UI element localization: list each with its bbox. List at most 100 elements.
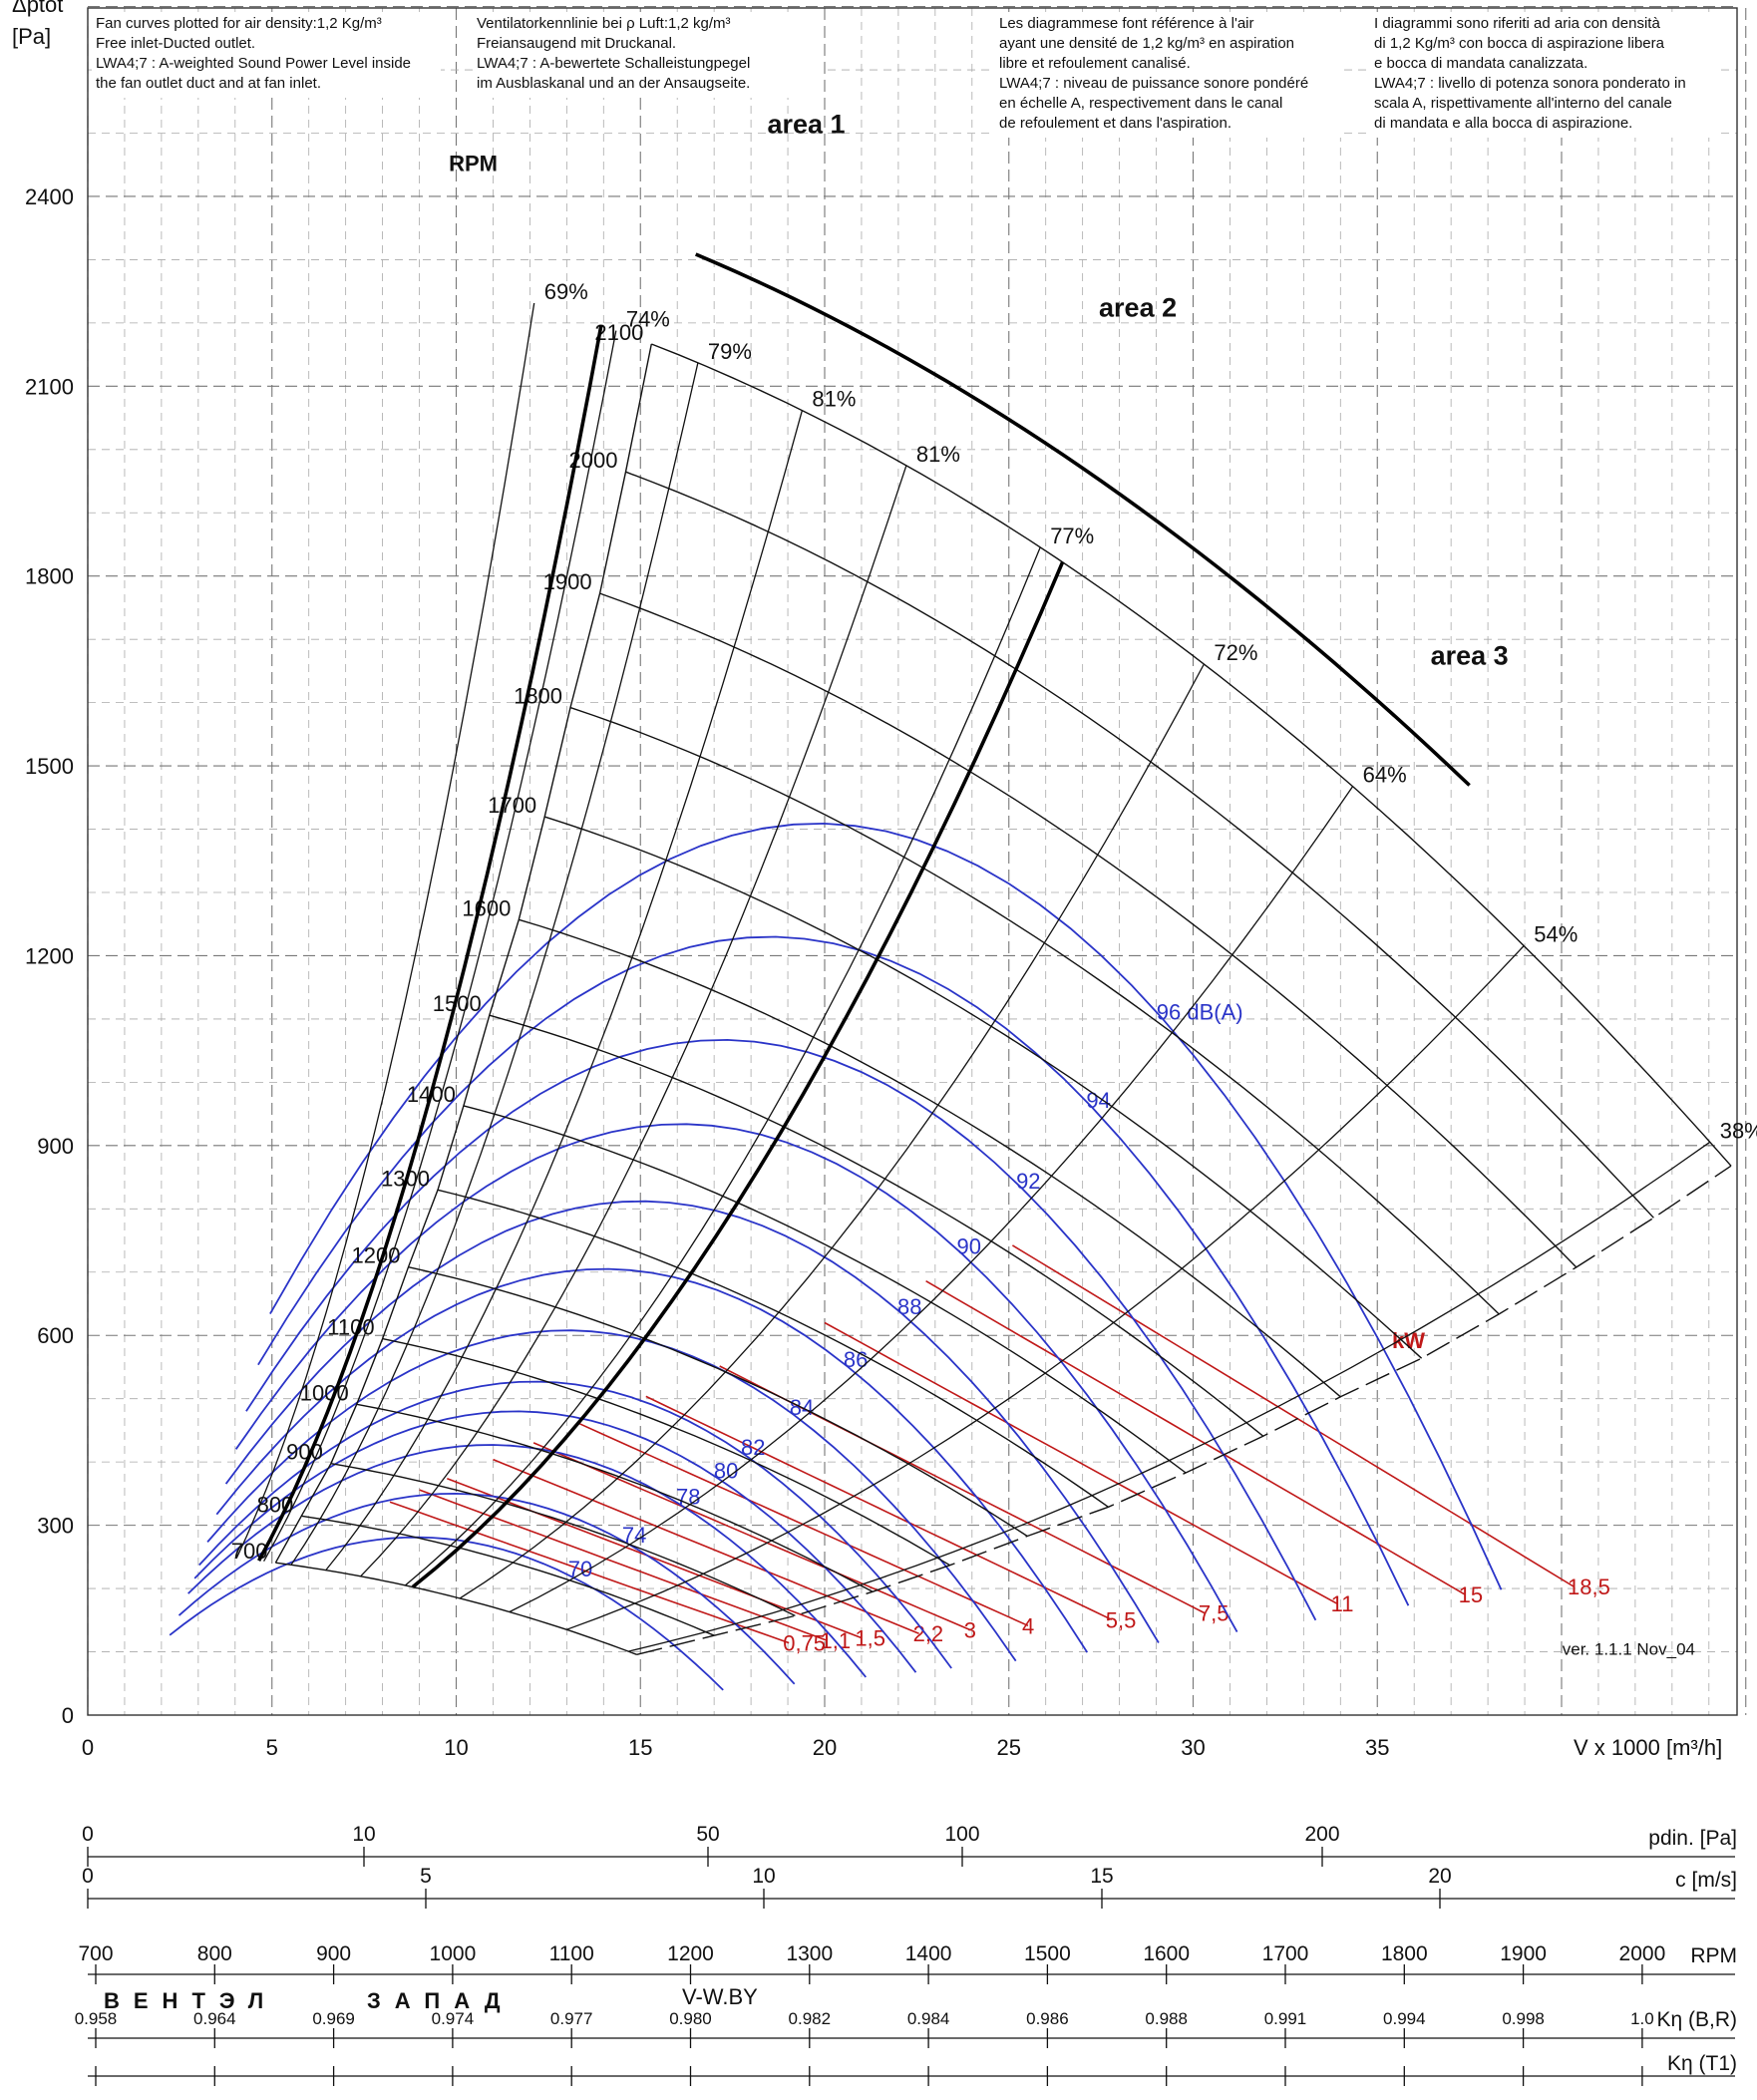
y-tick-label: 2100 (25, 374, 74, 399)
power-line: 18,5 (1011, 1244, 1610, 1599)
aux-scale-tick-label: 10 (752, 1865, 775, 1888)
aux-scale-tick-label: 5 (420, 1865, 432, 1888)
sound-curve-path (187, 1444, 867, 1678)
rpm-curve-path (301, 1515, 715, 1636)
efficiency-line: 81% (325, 387, 856, 1572)
aux-scale-tick-label: 0 (82, 1865, 94, 1888)
rpm-curves-group: RPM7008009001000110012001300140015001600… (231, 152, 1732, 1655)
area-label: area 2 (1099, 293, 1177, 323)
envelope-left (274, 343, 652, 1564)
y-tick-label: 300 (37, 1514, 74, 1539)
aux-scale-tick-label: 0.980 (669, 2009, 712, 2028)
rpm-curve-label: 1600 (462, 895, 511, 920)
plot-frame (87, 7, 1738, 1716)
sound-curve: 92 (245, 1038, 1317, 1621)
note-bg (1370, 12, 1721, 138)
efficiency-line-label: 54% (1534, 922, 1578, 947)
efficiency-line-path (263, 330, 617, 1563)
aux-scale: 700 800 900 1000 1100 1200 1300 1400 1500 1600 170… (78, 1942, 1737, 1984)
rpm-curve-path (463, 1105, 1187, 1474)
note-line: im Ausblaskanal und an der Ansaugseite. (477, 75, 750, 92)
note-line: LWA4;7 : niveau de puissance sonore pond… (999, 75, 1308, 92)
sound-curve-path (169, 1536, 724, 1691)
rpm-curve-path (519, 918, 1341, 1398)
watermark-cyrillic-2: ЗАПАД (367, 1988, 515, 2013)
rpm-curve: 2100 (594, 320, 1732, 1167)
aux-scale: 0 5 10 15 20 c [m/s] (82, 1865, 1737, 1909)
sound-curve-label: 80 (714, 1458, 738, 1483)
efficiency-line-path (509, 786, 1354, 1613)
aux-scale-tick-label: 0.991 (1264, 2009, 1307, 2028)
grid-group (87, 6, 1747, 1716)
rpm-curve: 2000 (569, 448, 1654, 1219)
power-line-path (493, 1458, 919, 1634)
aux-scale-tick-label: 1100 (549, 1942, 594, 1965)
efficiency-line-label: 64% (1363, 763, 1407, 788)
rpm-curve-path (651, 343, 1732, 1167)
sound-curve-path (206, 1329, 1017, 1662)
power-line-path (389, 1501, 790, 1644)
sound-curve-path (224, 1200, 1160, 1643)
y-tick-label: 900 (37, 1134, 74, 1159)
aux-scale-label: pdin. [Pa] (1648, 1827, 1737, 1850)
aux-scale-tick-label: 800 (197, 1942, 232, 1965)
x-tick-label: 0 (82, 1735, 94, 1760)
note-line: ayant une densité de 1,2 kg/m³ en aspira… (999, 35, 1294, 52)
power-line: 4 (578, 1423, 1034, 1638)
rpm-title: RPM (449, 152, 498, 176)
sound-curve-label: 82 (741, 1435, 765, 1460)
efficiency-line-label: 74% (626, 307, 670, 332)
aux-scale-tick-label: 1700 (1262, 1942, 1309, 1965)
rpm-curve-path (408, 1266, 1028, 1538)
power-line-path (645, 1395, 1113, 1621)
note-block: Les diagrammese font référence à l'air ay… (995, 12, 1344, 138)
rpm-curve-path (489, 1014, 1264, 1437)
envelope-right (636, 1165, 1732, 1655)
power-line: 5,5 (645, 1395, 1137, 1632)
version-label: ver. 1.1.1 Nov_04 (1563, 1640, 1695, 1659)
y-tick-label: 1800 (25, 564, 74, 589)
power-line: 15 (925, 1280, 1483, 1607)
aux-scale-tick-label: 1500 (1024, 1942, 1071, 1965)
efficiency-line: 79% (290, 339, 752, 1566)
power-line-label: 5,5 (1106, 1607, 1137, 1632)
aux-scale-tick-label: 0.998 (1502, 2009, 1545, 2028)
power-line-path (578, 1423, 1029, 1627)
power-line-label: 0,75 (783, 1631, 826, 1656)
power-line-label: 4 (1022, 1613, 1034, 1638)
efficiency-line: 54% (565, 922, 1578, 1630)
efficiency-line: 69% (235, 279, 588, 1559)
x-tick-label: 20 (813, 1735, 837, 1760)
power-line-label: 2,2 (913, 1621, 944, 1646)
note-line: LWA4;7 : A-weighted Sound Power Level in… (96, 55, 411, 72)
aux-scale-tick-label: 0.958 (75, 2009, 118, 2028)
sound-curve-path (234, 1123, 1238, 1633)
aux-scale-tick-label: 200 (1304, 1823, 1339, 1846)
rpm-curve-label: 700 (231, 1539, 268, 1564)
x-tick-label: 35 (1365, 1735, 1389, 1760)
aux-scale-tick-label: 0.984 (907, 2009, 950, 2028)
aux-scale-label: Kη (B,R) (1656, 2008, 1737, 2031)
note-line: de refoulement et dans l'aspiration. (999, 115, 1231, 132)
rpm-curve: 1600 (462, 895, 1341, 1398)
area-arc (694, 252, 1471, 787)
aux-scale-tick-label: 1000 (430, 1942, 477, 1965)
note-bg (995, 12, 1344, 138)
efficiency-line-path (404, 546, 1041, 1586)
aux-scale-tick-label: 0.977 (550, 2009, 593, 2028)
efficiency-lines-group: 69% 74% 79% 81% 81% 77% 72% 64% 54% 38% (235, 279, 1757, 1652)
power-line: 1,1 (419, 1489, 851, 1653)
power-line-label: 1,5 (855, 1625, 885, 1650)
sound-curve-label: 92 (1016, 1169, 1040, 1194)
sound-curve-path (257, 935, 1410, 1606)
sound-curve: 82 (198, 1380, 952, 1669)
note-line: Ventilatorkennlinie bei ρ Luft:1,2 kg/m³ (477, 15, 731, 32)
efficiency-line: 77% (404, 524, 1094, 1586)
aux-scale-tick-label: 0 (82, 1823, 94, 1846)
note-line: I diagrammi sono riferiti ad aria con de… (1374, 15, 1660, 32)
note-line: di mandata e alla bocca di aspirazione. (1374, 115, 1632, 132)
efficiency-line-label: 79% (708, 339, 752, 364)
aux-scale-tick-label: 0.974 (432, 2009, 475, 2028)
y-tick-label: 1500 (25, 754, 74, 779)
note-line: Fan curves plotted for air density:1,2 K… (96, 15, 382, 32)
